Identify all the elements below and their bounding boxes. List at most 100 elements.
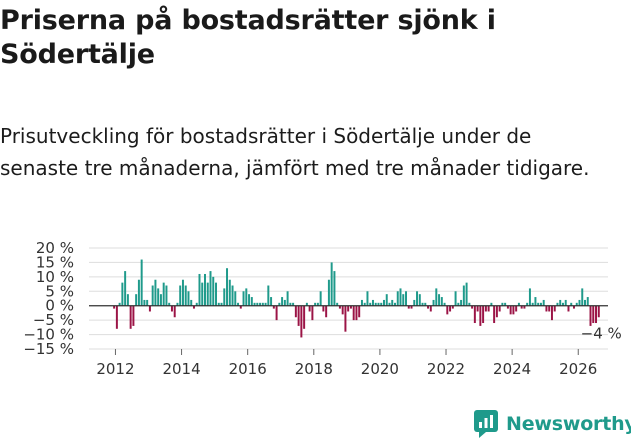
bar: [151, 285, 154, 306]
bar: [553, 305, 556, 312]
bar: [256, 302, 259, 306]
bar: [443, 302, 446, 306]
bar: [440, 297, 443, 306]
bar: [402, 294, 405, 306]
bar: [358, 305, 361, 318]
bar: [473, 305, 476, 324]
bar: [490, 302, 493, 306]
bar: [198, 273, 201, 306]
bar: [209, 271, 212, 306]
bar: [176, 302, 179, 306]
bar: [586, 297, 589, 306]
bar: [418, 294, 421, 306]
bar: [539, 302, 542, 306]
bar: [561, 302, 564, 306]
bar: [170, 305, 173, 312]
y-axis-ticks: 20 %15 %10 %5 %0 %−5 %−10 %−15 %: [23, 239, 74, 358]
bar: [589, 305, 592, 326]
x-tick-label: 2024: [493, 360, 531, 378]
bar: [118, 302, 121, 306]
bar: [537, 302, 540, 306]
bar: [140, 259, 143, 306]
bar: [297, 305, 300, 326]
bar: [129, 305, 132, 329]
brand-logo: Newsworthy: [474, 409, 631, 439]
bar: [396, 291, 399, 306]
y-tick-label: 0 %: [45, 297, 74, 315]
bar: [468, 302, 471, 306]
bar: [126, 294, 129, 306]
bar: [192, 305, 195, 309]
bar: [341, 305, 344, 315]
bar: [382, 299, 385, 306]
bar: [308, 305, 311, 312]
bar: [264, 302, 267, 306]
bar: [215, 282, 217, 306]
bar: [570, 302, 573, 306]
bar: [248, 294, 251, 306]
last-value-label: −4 %: [581, 324, 622, 342]
bar: [316, 302, 319, 306]
bar: [405, 291, 407, 306]
bar: [493, 305, 496, 324]
y-tick-label: 5 %: [45, 282, 74, 300]
bar: [363, 302, 366, 306]
y-tick-label: −5 %: [33, 311, 74, 329]
bar: [542, 299, 545, 306]
bar: [204, 273, 206, 306]
bar: [531, 302, 534, 306]
bar: [159, 294, 162, 306]
bar: [289, 302, 292, 306]
y-tick-label: −10 %: [23, 326, 74, 344]
bar: [597, 305, 600, 318]
bar: [476, 305, 479, 312]
bar: [242, 291, 245, 306]
bar: [146, 299, 149, 306]
bar: [245, 288, 248, 306]
bar: [195, 302, 198, 306]
bar: [451, 305, 454, 309]
bar: [187, 291, 190, 306]
bar: [121, 282, 124, 306]
bar: [388, 302, 391, 306]
bar: [259, 302, 262, 306]
bar: [454, 291, 457, 306]
bar: [347, 305, 350, 312]
bar: [520, 305, 523, 309]
bar: [220, 302, 223, 306]
bar: [592, 305, 595, 324]
bar: [462, 285, 465, 306]
bar: [157, 288, 160, 306]
bar: [575, 302, 578, 306]
bar: [595, 305, 598, 324]
bar: [512, 305, 515, 315]
bar: [377, 302, 380, 306]
bar: [457, 302, 460, 306]
bar: [413, 299, 416, 306]
bar: [556, 302, 559, 306]
bars: [113, 259, 600, 338]
gridlines: [89, 247, 608, 350]
x-tick-label: 2026: [559, 360, 597, 378]
bar: [237, 302, 240, 306]
bar: [206, 282, 209, 306]
bar: [427, 305, 430, 309]
bar: [424, 302, 427, 306]
bar: [283, 299, 286, 306]
bar: [501, 302, 504, 306]
y-tick-label: 15 %: [36, 253, 74, 271]
bar: [115, 305, 118, 329]
bar: [154, 279, 157, 306]
bar: [135, 294, 138, 306]
bar: [484, 305, 487, 312]
bar: [286, 291, 289, 306]
bar: [567, 305, 570, 312]
bar: [369, 302, 372, 306]
x-tick-label: 2016: [229, 360, 267, 378]
bar: [231, 285, 234, 306]
bar: [261, 302, 264, 306]
bar: [352, 305, 355, 321]
bar: [270, 297, 273, 306]
y-tick-label: −15 %: [23, 340, 74, 358]
bar: [366, 291, 369, 306]
